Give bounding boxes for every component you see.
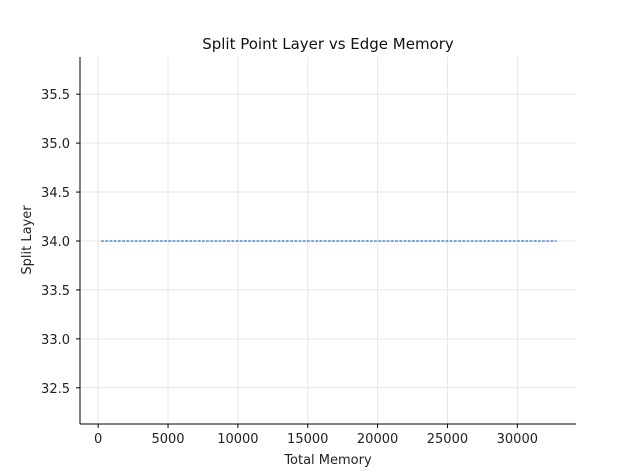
x-tick-label: 5000 (151, 432, 184, 447)
y-tick-label: 32.5 (41, 382, 70, 397)
y-axis-ticks: 32.5 33.0 33.5 34.0 34.5 35.0 35.5 (41, 88, 80, 397)
x-tick-label: 10000 (217, 432, 258, 447)
y-axis-label: Split Layer (20, 205, 35, 275)
x-axis-ticks: 0 5000 10000 15000 20000 25000 30000 (94, 424, 538, 447)
x-axis-label: Total Memory (283, 453, 372, 468)
y-tick-label: 35.5 (41, 88, 70, 103)
x-tick-label: 15000 (287, 432, 328, 447)
x-tick-label: 0 (94, 432, 102, 447)
chart-title: Split Point Layer vs Edge Memory (202, 35, 454, 53)
x-tick-label: 30000 (497, 432, 538, 447)
x-tick-label: 25000 (427, 432, 468, 447)
y-tick-label: 34.5 (41, 186, 70, 201)
y-tick-label: 35.0 (41, 137, 70, 152)
y-tick-label: 33.0 (41, 333, 70, 348)
y-tick-label: 33.5 (41, 284, 70, 299)
y-tick-label: 34.0 (41, 235, 70, 250)
x-tick-label: 20000 (357, 432, 398, 447)
